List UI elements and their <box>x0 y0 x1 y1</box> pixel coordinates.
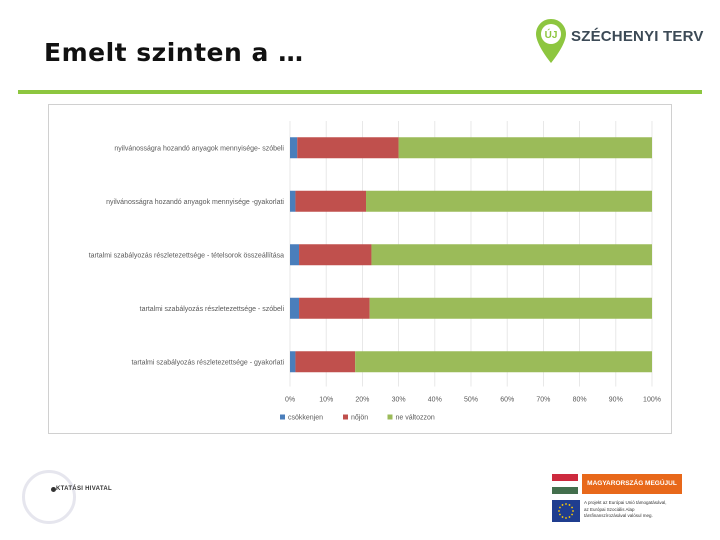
legend-swatch <box>387 414 393 420</box>
pin-text: ÚJ <box>545 28 558 41</box>
eu-star <box>561 516 564 518</box>
eu-star <box>558 510 560 512</box>
legend-entry: nőjön <box>351 415 368 422</box>
legend-swatch <box>343 414 348 420</box>
category-label: nyilvánosságra hozandó anyagok mennyiség… <box>114 145 284 152</box>
bar-segment-3 <box>398 137 652 159</box>
category-label: tartalmi szabályozás részletezettsége - … <box>140 306 285 313</box>
header-rule <box>18 90 702 94</box>
eu-star <box>568 504 571 506</box>
hungarian-flag-icon <box>552 474 578 494</box>
bar-segment-1 <box>290 244 300 266</box>
eu-star <box>559 506 561 509</box>
legend-entry: csökkenjen <box>288 415 323 422</box>
eu-line: A projekt az Európai Unió támogatásával, <box>584 500 667 505</box>
eu-funding-block: MAGYARORSZÁG MEGÚJUL A projekt az Európa… <box>548 470 688 526</box>
x-tick-label: 60% <box>500 397 514 404</box>
bar-segment-3 <box>371 244 652 266</box>
bar-segment-3 <box>369 297 652 319</box>
eu-line: az Európai Szociális Alap <box>584 506 635 512</box>
category-label: nyilvánosságra hozandó anyagok mennyiség… <box>106 199 284 206</box>
x-tick-label: 20% <box>355 397 369 404</box>
eu-star <box>571 506 573 509</box>
eu-flag-icon <box>552 500 580 522</box>
bar-segment-1 <box>290 190 296 212</box>
bar-segment-3 <box>366 190 652 212</box>
bar-segment-2 <box>295 351 356 373</box>
x-tick-label: 90% <box>609 397 623 404</box>
legend-swatch <box>280 414 285 420</box>
x-tick-label: 70% <box>536 397 550 404</box>
logo-ring-icon <box>22 470 76 524</box>
x-tick-label: 100% <box>643 397 661 404</box>
szechenyi-terv-logo: ÚJ SZÉCHENYI TERV <box>535 18 703 70</box>
eu-star <box>572 510 574 512</box>
x-tick-label: 10% <box>319 397 333 404</box>
agency-name: KTATÁSI HIVATAL <box>56 486 112 492</box>
megujul-banner: MAGYARORSZÁG MEGÚJUL <box>582 474 682 494</box>
category-label: tartalmi szabályozás részletezettsége - … <box>131 359 284 366</box>
oktatasi-hivatal-logo: KTATÁSI HIVATAL <box>22 470 132 526</box>
eu-line: társfinanszírozásával valósul meg. <box>584 513 653 518</box>
x-tick-label: 0% <box>285 397 295 404</box>
bar-segment-3 <box>355 351 652 373</box>
bar-segment-1 <box>290 351 296 373</box>
logo-dot-icon <box>51 487 56 492</box>
eu-star <box>568 516 571 518</box>
slide-title: Emelt szinten a … <box>44 38 304 67</box>
chart-frame: 0% 10% 20% 30% 40% 50% 60% 70% 80% 90% 100% nyilván… <box>48 104 672 434</box>
bar-segment-1 <box>290 297 300 319</box>
x-tick-label: 30% <box>392 397 406 404</box>
x-tick-label: 50% <box>464 397 478 404</box>
eu-star <box>561 504 564 506</box>
stacked-bar-chart: 0% 10% 20% 30% 40% 50% 60% 70% 80% 90% 100% nyilván… <box>89 121 661 422</box>
bar-segment-2 <box>297 137 399 159</box>
eu-star <box>565 503 567 505</box>
category-label: tartalmi szabályozás részletezettsége - … <box>89 252 284 259</box>
bar-segment-2 <box>299 244 372 266</box>
x-tick-label: 40% <box>428 397 442 404</box>
eu-star <box>565 517 567 519</box>
eu-star <box>571 513 573 516</box>
eu-support-text: A projekt az Európai Unió támogatásával,… <box>584 500 688 520</box>
legend-entry: ne változzon <box>396 415 435 422</box>
bar-segment-2 <box>299 297 370 319</box>
bar-segment-2 <box>295 190 367 212</box>
x-tick-label: 80% <box>573 397 587 404</box>
eu-star <box>559 513 561 516</box>
szechenyi-terv-text: SZÉCHENYI TERV <box>571 28 704 45</box>
bar-segment-1 <box>290 137 298 159</box>
map-pin-icon: ÚJ <box>536 19 566 63</box>
